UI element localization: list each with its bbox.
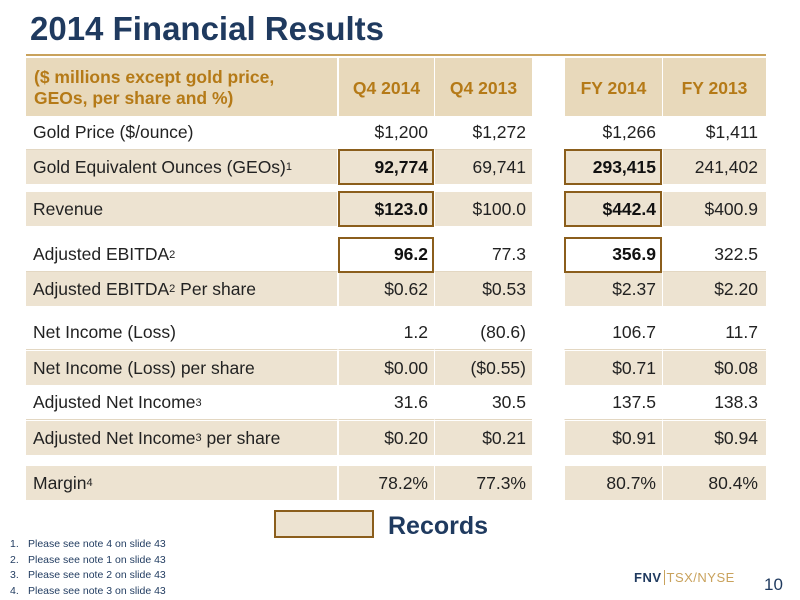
row-label: Net Income (Loss) per share (26, 351, 338, 385)
cell-fy-2014: 293,415 (564, 150, 662, 184)
header-fy-2014: FY 2014 (564, 58, 662, 118)
cell-q4-2013: ($0.55) (434, 351, 532, 385)
company-logo: FNV TSX/NYSE (634, 570, 735, 585)
cell-fy-2013: 322.5 (662, 238, 766, 272)
header-units-line1: ($ millions except gold price, (34, 67, 275, 87)
table-row: Net Income (Loss) per share $0.00 ($0.55… (26, 351, 766, 385)
footnote-item: 1. Please see note 4 on slide 43 (10, 538, 166, 550)
row-label: Adjusted Net Income 3 per share (26, 421, 338, 455)
table-row: Adjusted Net Income 3 31.6 30.5 137.5 138… (26, 386, 766, 420)
cell-fy-2014: $1,266 (564, 116, 662, 150)
cell-fy-2014: 106.7 (564, 316, 662, 350)
cell-fy-2014: 356.9 (564, 238, 662, 272)
cell-fy-2013: 138.3 (662, 386, 766, 420)
row-label: Adjusted EBITDA 2 Per share (26, 272, 338, 306)
cell-fy-2014: 80.7% (564, 466, 662, 500)
cell-fy-2014: 137.5 (564, 386, 662, 420)
footnote-item: 2. Please see note 1 on slide 43 (10, 553, 166, 566)
cell-q4-2013: $1,272 (434, 116, 532, 150)
cell-q4-2013: (80.6) (434, 316, 532, 350)
records-legend-swatch (274, 510, 374, 538)
cell-q4-2013: 30.5 (434, 386, 532, 420)
row-label: Revenue (26, 192, 338, 226)
table-row: Revenue $123.0 $100.0 $442.4 $400.9 (26, 192, 766, 226)
row-label: Gold Price ($/ounce) (26, 116, 338, 150)
header-q4-2014: Q4 2014 (338, 58, 434, 118)
cell-fy-2013: $2.20 (662, 272, 766, 306)
cell-fy-2013: 241,402 (662, 150, 766, 184)
cell-q4-2014: 1.2 (338, 316, 434, 350)
row-label: Margin 4 (26, 466, 338, 500)
cell-q4-2013: $0.53 (434, 272, 532, 306)
cell-q4-2013: 69,741 (434, 150, 532, 184)
records-legend-label: Records (388, 512, 489, 540)
table-header-row: ($ millions except gold price, GEOs, per … (26, 58, 766, 118)
row-label: Net Income (Loss) (26, 316, 338, 350)
cell-q4-2014: $123.0 (338, 192, 434, 226)
footnotes: 1. Please see note 4 on slide 43 2. Please… (10, 538, 166, 600)
cell-q4-2014: $0.20 (338, 421, 434, 455)
cell-q4-2014: $0.62 (338, 272, 434, 306)
cell-q4-2014: 78.2% (338, 466, 434, 500)
header-units-line2: GEOs, per share and %) (34, 88, 234, 108)
row-label: Adjusted Net Income 3 (26, 386, 338, 420)
cell-q4-2013: $100.0 (434, 192, 532, 226)
header-q4-2013: Q4 2013 (434, 58, 532, 118)
cell-q4-2014: 96.2 (338, 238, 434, 272)
header-fy-2013: FY 2013 (662, 58, 766, 118)
cell-q4-2013: 77.3 (434, 238, 532, 272)
cell-q4-2013: $0.21 (434, 421, 532, 455)
table-row: Gold Equivalent Ounces (GEOs) 1 92,774 69… (26, 150, 766, 184)
cell-q4-2013: 77.3% (434, 466, 532, 500)
title-divider (26, 54, 766, 56)
row-label: Gold Equivalent Ounces (GEOs) 1 (26, 150, 338, 184)
cell-fy-2013: $400.9 (662, 192, 766, 226)
table-row: Adjusted EBITDA 2 Per share $0.62 $0.53 $… (26, 272, 766, 306)
table-row: Net Income (Loss) 1.2 (80.6) 106.7 11.7 (26, 316, 766, 350)
footnote-item: 4. Please see note 3 on slide 43 (10, 584, 166, 597)
cell-fy-2013: $1,411 (662, 116, 766, 150)
cell-fy-2013: 80.4% (662, 466, 766, 500)
cell-fy-2013: 11.7 (662, 316, 766, 350)
footnote-item: 3. Please see note 2 on slide 43 (10, 569, 166, 581)
cell-fy-2013: $0.94 (662, 421, 766, 455)
cell-q4-2014: $0.00 (338, 351, 434, 385)
cell-q4-2014: 31.6 (338, 386, 434, 420)
cell-fy-2014: $0.71 (564, 351, 662, 385)
page-number: 10 (764, 575, 783, 594)
page-title: 2014 Financial Results (30, 10, 384, 47)
row-label: Adjusted EBITDA 2 (26, 238, 338, 272)
table-row: Gold Price ($/ounce) $1,200 $1,272 $1,26… (26, 116, 766, 150)
cell-q4-2014: 92,774 (338, 150, 434, 184)
cell-fy-2013: $0.08 (662, 351, 766, 385)
header-units-label: ($ millions except gold price, GEOs, per … (26, 58, 338, 118)
cell-q4-2014: $1,200 (338, 116, 434, 150)
table-row: Margin 4 78.2% 77.3% 80.7% 80.4% (26, 466, 766, 500)
cell-fy-2014: $0.91 (564, 421, 662, 455)
cell-fy-2014: $442.4 (564, 192, 662, 226)
table-row: Adjusted EBITDA 2 96.2 77.3 356.9 322.5 (26, 238, 766, 272)
table-row: Adjusted Net Income 3 per share $0.20 $0.… (26, 421, 766, 455)
cell-fy-2014: $2.37 (564, 272, 662, 306)
